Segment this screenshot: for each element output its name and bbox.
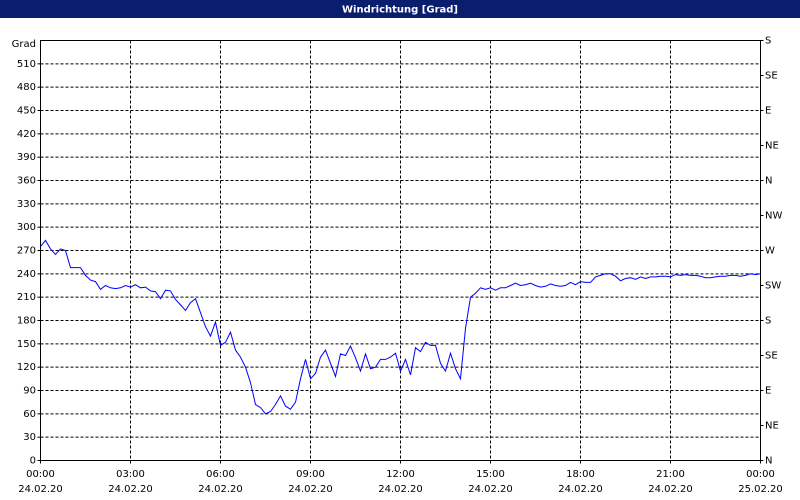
title-bar xyxy=(0,0,800,18)
y-tick-label: 30 xyxy=(23,432,36,443)
y-tick-label: 150 xyxy=(17,339,36,350)
y2-tick-label: NE xyxy=(765,141,779,152)
y2-tick-label: W xyxy=(765,246,775,257)
y-tick-label: 0 xyxy=(30,456,36,467)
x-tick-label: 09:00 xyxy=(296,469,325,480)
y2-tick-label: N xyxy=(765,176,772,187)
x-tick-date: 24.02.20 xyxy=(648,484,693,495)
y-tick-label: 390 xyxy=(17,152,36,163)
y-tick-label: 270 xyxy=(17,246,36,257)
x-tick-date: 24.02.20 xyxy=(378,484,423,495)
x-tick-date: 24.02.20 xyxy=(558,484,603,495)
y-tick-label: 480 xyxy=(17,82,36,93)
y-tick-label: 120 xyxy=(17,362,36,373)
x-tick-date: 24.02.20 xyxy=(18,484,63,495)
y-tick-label: 90 xyxy=(23,386,36,397)
x-tick-label: 00:00 xyxy=(26,469,55,480)
y-tick-label: 360 xyxy=(17,176,36,187)
y-tick-label: 510 xyxy=(17,59,36,70)
x-tick-date: 24.02.20 xyxy=(468,484,513,495)
x-tick-label: 18:00 xyxy=(566,469,595,480)
y-tick-label: 240 xyxy=(17,269,36,280)
x-tick-date: 24.02.20 xyxy=(288,484,333,495)
x-tick-date: 24.02.20 xyxy=(198,484,243,495)
y2-tick-label: S xyxy=(765,36,771,47)
x-tick-label: 15:00 xyxy=(476,469,505,480)
y2-tick-label: N xyxy=(765,456,772,467)
y-tick-label: 60 xyxy=(23,409,36,420)
x-tick-label: 03:00 xyxy=(116,469,145,480)
y2-tick-label: E xyxy=(765,386,771,397)
chart-title: Windrichtung [Grad] xyxy=(342,5,458,16)
y-axis-label: Grad xyxy=(12,39,36,50)
x-tick-date: 24.02.20 xyxy=(108,484,153,495)
y2-tick-label: SE xyxy=(765,71,778,82)
y2-tick-label: SW xyxy=(765,281,781,292)
y-tick-label: 420 xyxy=(17,129,36,140)
y-tick-label: 330 xyxy=(17,199,36,210)
y-tick-label: 210 xyxy=(17,292,36,303)
x-tick-label: 00:00 xyxy=(746,469,775,480)
x-tick-label: 21:00 xyxy=(656,469,685,480)
y2-tick-label: S xyxy=(765,316,771,327)
x-tick-label: 06:00 xyxy=(206,469,235,480)
y-tick-label: 180 xyxy=(17,316,36,327)
y2-tick-label: NE xyxy=(765,421,779,432)
y-tick-label: 300 xyxy=(17,222,36,233)
y2-tick-label: SE xyxy=(765,351,778,362)
y2-tick-label: E xyxy=(765,106,771,117)
x-tick-date: 25.02.20 xyxy=(738,484,783,495)
x-tick-label: 12:00 xyxy=(386,469,415,480)
data-line xyxy=(40,239,761,415)
y2-tick-label: NW xyxy=(765,211,782,222)
y-tick-label: 450 xyxy=(17,106,36,117)
